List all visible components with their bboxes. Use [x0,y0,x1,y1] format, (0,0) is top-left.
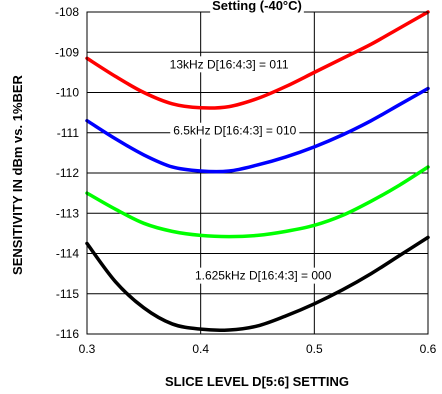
red-curve [85,10,430,110]
chart-title: Setting (-40°C) [212,0,302,13]
annotation-label-0: 13kHz D[16:4:3] = 011 [170,57,289,71]
blue-curve [85,86,430,174]
x-axis-label: SLICE LEVEL D[5:6] SETTING [165,374,349,389]
annotation-label-1: 6.5kHz D[16:4:3] = 010 [173,124,296,138]
y-tick-label-7: -109 [55,45,79,59]
y-tick-label-1: -115 [56,287,79,301]
series-lines [85,10,430,332]
y-tick-label-2: -114 [56,247,79,261]
y-tick-label-5: -111 [57,126,80,140]
x-tick-label-0: 0.3 [79,342,96,356]
x-tick-label-2: 0.5 [306,342,323,356]
annotation-background-2 [191,267,335,284]
y-tick-label-6: -110 [56,86,79,100]
annotation-label-2: 1.625kHz D[16:4:3] = 000 [195,269,332,283]
y-tick-label-8: -108 [55,5,79,19]
y-tick-label-0: -116 [56,327,79,341]
y-tick-labels: -116 -115 -114 -113 -112 -111 -110 -109 -108 [55,5,79,341]
annotation-background-1 [170,122,300,139]
green-curve [85,165,430,239]
x-tick-labels: 0.3 0.4 0.5 0.6 [79,342,437,356]
title-background [210,0,304,14]
black-curve [85,235,430,332]
y-axis-label: SENSITIVITY IN dBm vs. 1%BER [10,74,25,274]
annotations: 13kHz D[16:4:3] = 011 6.5kHz D[16:4:3] = … [166,56,335,284]
y-tick-label-3: -113 [56,206,79,220]
x-tick-label-3: 0.6 [420,342,437,356]
x-tick-label-1: 0.4 [192,342,209,356]
annotation-background-0 [166,56,292,73]
y-tick-label-4: -112 [56,166,79,180]
